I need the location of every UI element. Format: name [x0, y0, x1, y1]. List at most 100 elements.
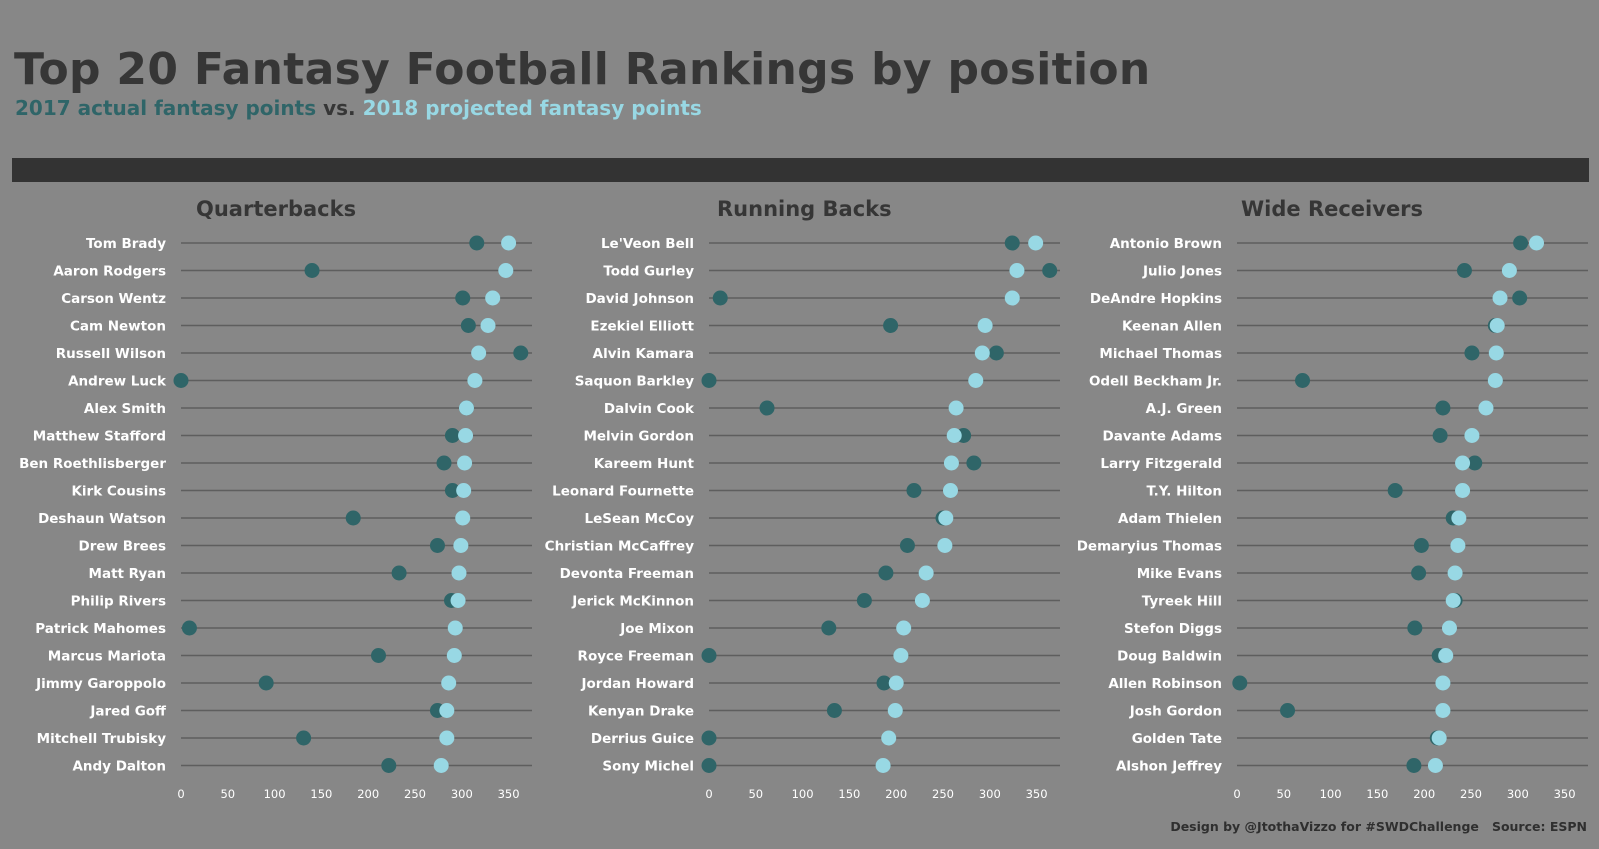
dot-2018-projected: [938, 510, 954, 526]
player-label: Alex Smith: [84, 401, 166, 417]
dot-2017-actual: [1411, 565, 1427, 581]
dot-2018-projected: [1438, 648, 1454, 663]
dot-2017-actual: [1295, 373, 1311, 388]
dot-2017-actual: [391, 565, 407, 581]
dot-2018-projected: [1441, 620, 1457, 636]
player-label: Patrick Mahomes: [35, 621, 166, 637]
player-label: Jared Goff: [89, 704, 167, 720]
dot-2017-actual: [460, 318, 476, 333]
dot-2018-projected: [1488, 345, 1504, 361]
player-label: Demaryius Thomas: [1077, 539, 1222, 555]
player-label: Andrew Luck: [68, 374, 167, 390]
x-tick-label: 150: [1366, 787, 1388, 801]
dot-2018-projected: [471, 345, 487, 361]
player-label: Adam Thielen: [1118, 511, 1222, 527]
dot-2017-actual: [1232, 675, 1248, 691]
footer-credit: Design by @JtothaVizzo for #SWDChallenge…: [1170, 819, 1587, 834]
player-label: Doug Baldwin: [1117, 649, 1222, 665]
player-label: Christian McCaffrey: [545, 539, 695, 555]
player-label: Le'Veon Bell: [601, 236, 694, 252]
x-tick-label: 150: [838, 787, 860, 801]
dot-2018-projected: [453, 538, 469, 553]
dot-2018-projected: [1451, 510, 1467, 526]
player-label: Mike Evans: [1137, 566, 1222, 582]
dot-2018-projected: [1004, 290, 1020, 306]
x-tick-label: 50: [1276, 787, 1291, 801]
dot-2018-projected: [447, 620, 463, 636]
player-label: Royce Freeman: [578, 649, 694, 665]
dot-2018-projected: [467, 373, 483, 388]
player-label: Sony Michel: [602, 759, 694, 775]
dot-2017-actual: [712, 290, 728, 306]
dot-2018-projected: [914, 593, 930, 608]
dot-2018-projected: [875, 758, 891, 773]
x-tick-label: 250: [404, 787, 426, 801]
dot-2017-actual: [304, 263, 320, 278]
dot-2018-projected: [458, 400, 474, 416]
dot-2017-actual: [899, 538, 915, 553]
player-label: Matt Ryan: [89, 566, 166, 582]
dot-2018-projected: [1431, 730, 1447, 746]
dot-2018-projected: [881, 730, 897, 746]
dot-2017-actual: [878, 565, 894, 581]
x-tick-label: 350: [1554, 787, 1576, 801]
dot-2017-actual: [1512, 290, 1528, 306]
dot-2017-actual: [429, 538, 445, 553]
dot-2018-projected: [446, 648, 462, 663]
player-label: Jerick McKinnon: [571, 594, 694, 610]
x-tick-label: 350: [498, 787, 520, 801]
x-tick-label: 350: [1026, 787, 1048, 801]
dot-2017-actual: [759, 400, 775, 416]
dot-2018-projected: [1455, 455, 1471, 471]
dot-2017-actual: [258, 675, 274, 691]
player-label: Marcus Mariota: [48, 649, 166, 665]
dot-2018-projected: [1435, 675, 1451, 691]
dot-2017-actual: [469, 235, 485, 251]
dot-2018-projected: [455, 510, 471, 526]
dot-2017-actual: [701, 730, 717, 746]
player-label: Aaron Rodgers: [53, 264, 166, 280]
dot-2018-projected: [457, 455, 473, 471]
dot-2017-actual: [1413, 538, 1429, 553]
dot-2018-projected: [896, 620, 912, 636]
x-tick-label: 200: [885, 787, 907, 801]
player-label: A.J. Green: [1146, 401, 1222, 417]
player-label: Kirk Cousins: [71, 484, 166, 500]
chart-subtitle: 2017 actual fantasy points vs. 2018 proj…: [15, 96, 702, 120]
dot-2017-actual: [381, 758, 397, 773]
dot-2017-actual: [444, 483, 460, 498]
player-label: Julio Jones: [1142, 264, 1222, 280]
player-label: Melvin Gordon: [583, 429, 694, 445]
player-label: Keenan Allen: [1122, 319, 1222, 335]
panel-title: Running Backs: [717, 197, 892, 221]
legend-2018-projected: 2018 projected fantasy points: [362, 96, 702, 120]
dot-2018-projected: [1492, 290, 1508, 306]
player-label: Andy Dalton: [72, 759, 166, 775]
dot-2017-actual: [906, 483, 922, 498]
chart-title: Top 20 Fantasy Football Rankings by posi…: [14, 44, 1151, 95]
player-label: Josh Gordon: [1129, 704, 1222, 720]
player-label: Alshon Jeffrey: [1116, 759, 1222, 775]
dot-2017-actual: [1280, 703, 1296, 718]
dot-2017-actual: [1456, 263, 1472, 278]
dot-2018-projected: [1489, 318, 1505, 333]
player-label: Jimmy Garoppolo: [35, 676, 166, 692]
dot-2018-projected: [1427, 758, 1443, 773]
x-tick-label: 0: [177, 787, 184, 801]
player-label: Mitchell Trubisky: [37, 731, 167, 747]
dot-2018-projected: [1445, 593, 1461, 608]
footer-source: Source: ESPN: [1491, 819, 1587, 834]
player-label: Philip Rivers: [71, 594, 166, 610]
dot-2018-projected: [1447, 565, 1463, 581]
dot-2017-actual: [826, 703, 842, 718]
dot-2018-projected: [977, 318, 993, 333]
player-label: Davante Adams: [1103, 429, 1222, 445]
dot-2017-actual: [1467, 455, 1483, 471]
dot-2018-projected: [451, 565, 467, 581]
dot-2018-projected: [439, 730, 455, 746]
player-label: Matthew Stafford: [33, 429, 166, 445]
x-tick-label: 100: [792, 787, 814, 801]
dot-2017-actual: [988, 345, 1004, 361]
x-tick-label: 0: [1233, 787, 1240, 801]
